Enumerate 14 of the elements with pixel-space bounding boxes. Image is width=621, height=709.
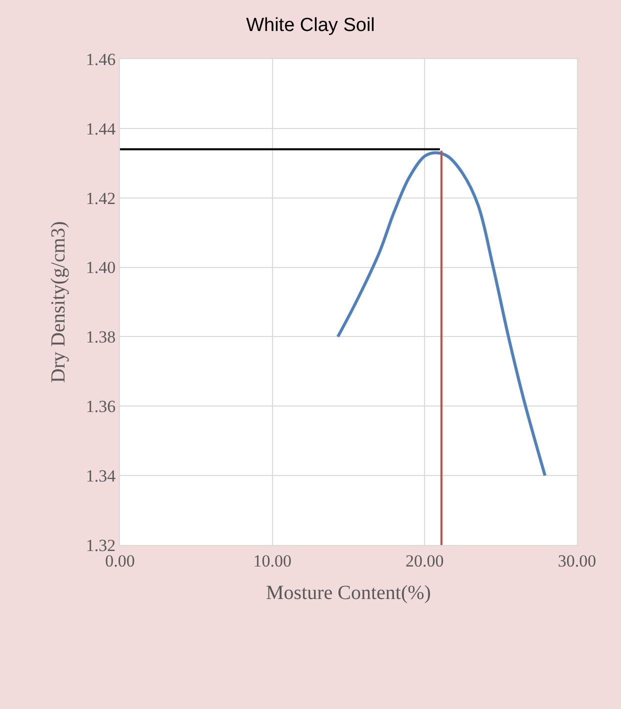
- y-tick-label: 1.34: [86, 466, 116, 486]
- chart-title: White Clay Soil: [246, 15, 375, 36]
- x-axis-title: Mosture Content(%): [266, 582, 431, 604]
- x-tick-label: 10.00: [253, 551, 292, 570]
- y-axis-title: Dry Density(g/cm3): [47, 221, 70, 383]
- x-tick-label: 20.00: [406, 551, 444, 570]
- y-tick-label: 1.42: [86, 188, 116, 208]
- y-tick-label: 1.36: [86, 397, 116, 416]
- y-tick-label: 1.46: [86, 50, 116, 69]
- line-series: [336, 151, 547, 478]
- y-tick-label: 1.44: [86, 119, 116, 138]
- y-tick-label: 1.38: [86, 328, 116, 347]
- y-tick-label: 1.40: [86, 258, 116, 278]
- x-tick-label: 30.00: [558, 551, 596, 570]
